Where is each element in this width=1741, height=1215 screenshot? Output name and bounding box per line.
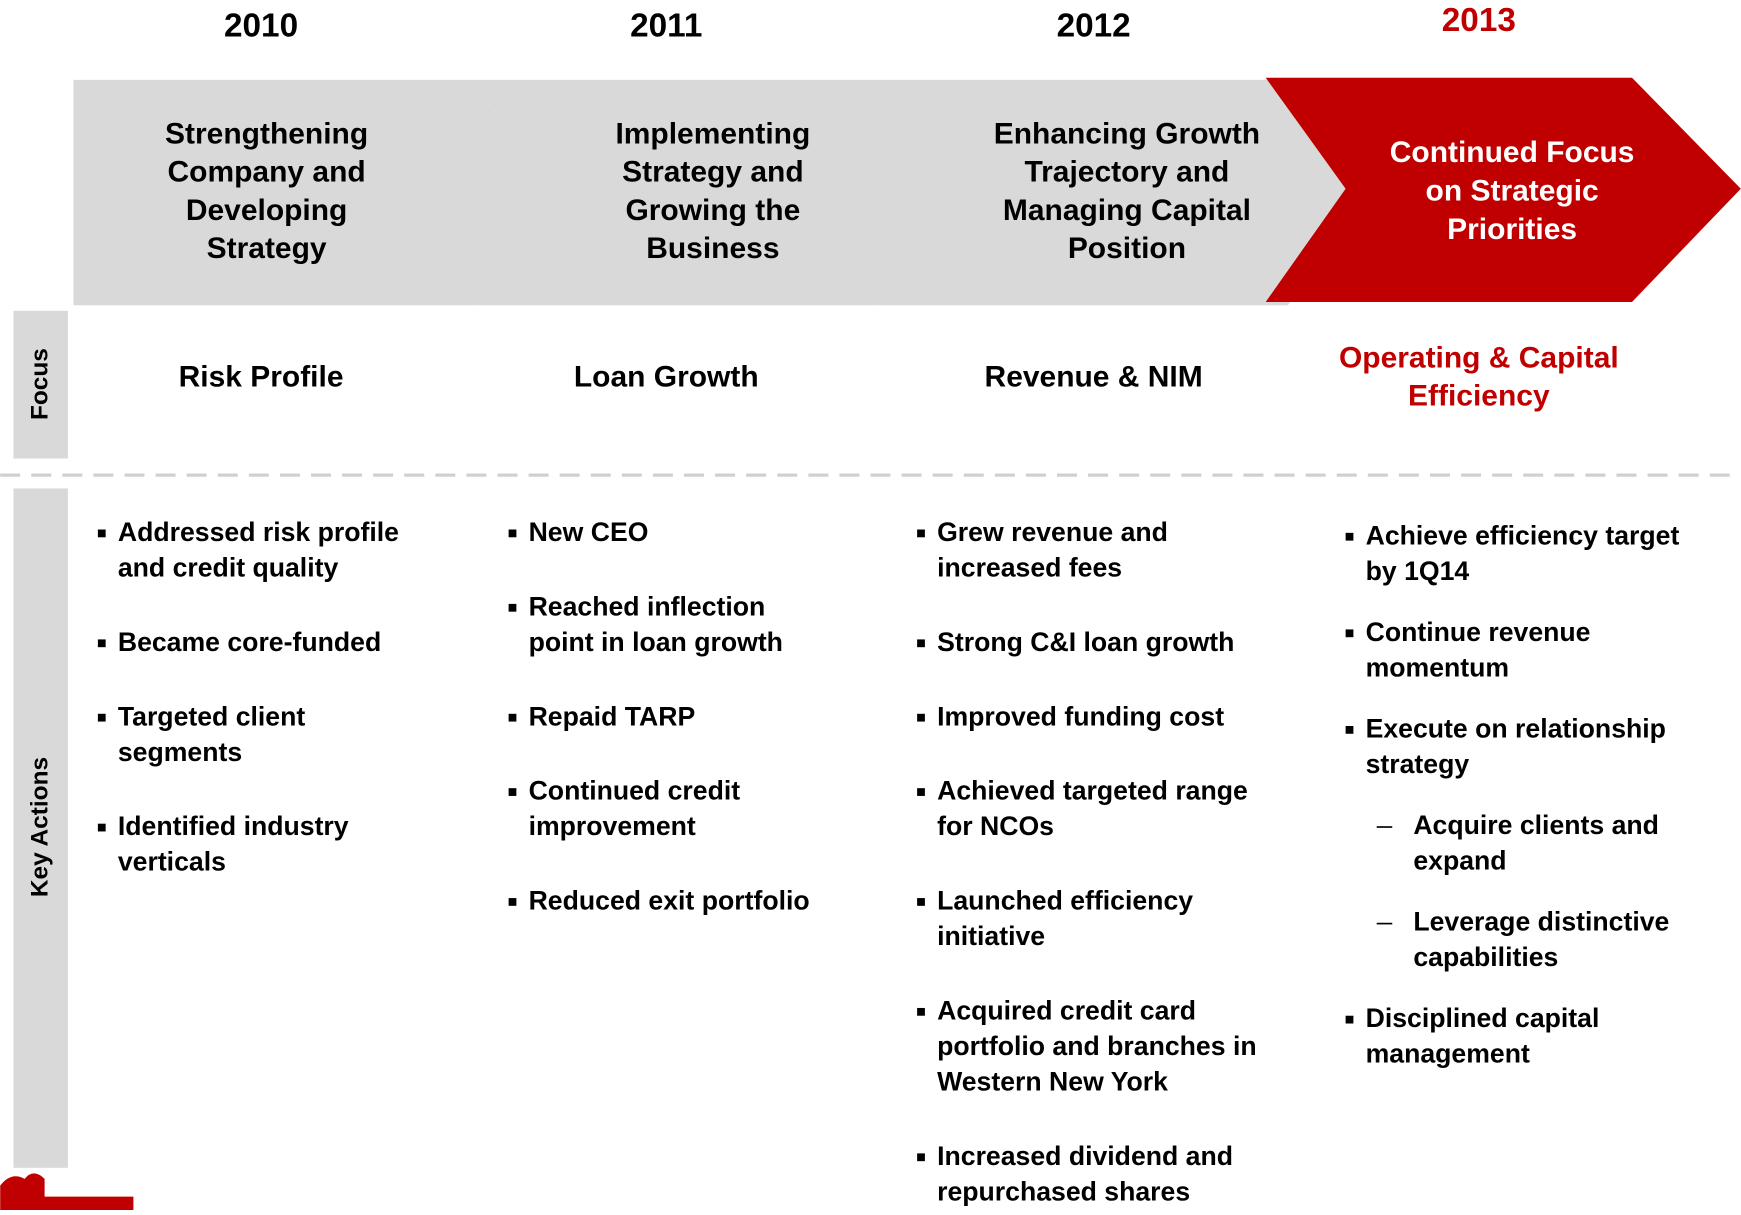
focus-text: Loan Growth xyxy=(574,360,759,393)
bullet xyxy=(508,898,517,906)
chevron-title: Managing Capital xyxy=(1003,194,1251,227)
focus-text: Revenue & NIM xyxy=(985,360,1203,393)
actions-band xyxy=(13,488,68,1168)
bullet xyxy=(1345,532,1354,541)
chevron-title: Position xyxy=(1068,232,1186,265)
action-text: repurchased shares xyxy=(937,1176,1190,1206)
chevron-title: Strategy and xyxy=(622,156,804,189)
action-text: Identified industry xyxy=(118,811,349,841)
bullet xyxy=(917,1153,925,1162)
focus-text: Risk Profile xyxy=(179,360,344,393)
action-text: portfolio and branches in xyxy=(937,1031,1257,1061)
chevron xyxy=(73,79,552,306)
bullet xyxy=(917,639,925,648)
chevron-title: on Strategic xyxy=(1426,175,1599,208)
bullet xyxy=(1345,629,1354,638)
chevron xyxy=(877,79,1368,306)
focus-label: Focus xyxy=(27,348,54,420)
bullet xyxy=(508,529,517,538)
action-text: Repaid TARP xyxy=(529,701,696,731)
action-text: Continue revenue xyxy=(1366,617,1591,647)
focus-text: Operating & Capital xyxy=(1339,342,1619,375)
chevron-title: Priorities xyxy=(1447,213,1577,246)
chevron-title: Strategy xyxy=(207,232,327,265)
action-text: Targeted client xyxy=(118,701,306,731)
action-text: point in loan growth xyxy=(529,627,783,657)
focus-band xyxy=(13,310,68,459)
action-text: initiative xyxy=(937,921,1045,951)
year: 2011 xyxy=(630,8,702,45)
bullet xyxy=(917,713,925,722)
bullet xyxy=(97,639,106,648)
action-text: Acquire clients and xyxy=(1413,810,1659,840)
action-text: expand xyxy=(1413,846,1506,876)
action-text: strategy xyxy=(1366,749,1470,779)
action-text: Leverage distinctive xyxy=(1413,907,1669,937)
action-text: segments xyxy=(118,737,242,767)
chevron-title: Strengthening xyxy=(165,117,368,150)
action-text: by 1Q14 xyxy=(1366,556,1470,586)
action-text: management xyxy=(1366,1039,1530,1069)
action-text: Became core-funded xyxy=(118,627,381,657)
actions-label: Key Actions xyxy=(27,757,54,897)
bullet xyxy=(508,713,517,722)
chevron-title: Continued Focus xyxy=(1390,136,1635,169)
action-text: Grew revenue and xyxy=(937,517,1168,547)
action-text: Continued credit xyxy=(529,776,741,806)
chevron xyxy=(1265,77,1741,302)
year: 2012 xyxy=(1057,8,1131,45)
bullet xyxy=(917,898,925,906)
bullet xyxy=(97,713,106,722)
chevron-title: Business xyxy=(646,232,779,265)
action-text: Launched efficiency xyxy=(937,886,1193,916)
action-text: New CEO xyxy=(529,517,649,547)
action-text: Western New York xyxy=(937,1066,1168,1096)
bullet xyxy=(1345,1015,1354,1024)
chevron xyxy=(471,79,958,306)
action-text: momentum xyxy=(1366,652,1509,682)
action-text: Acquired credit card xyxy=(937,995,1196,1025)
bullet xyxy=(1345,726,1354,734)
bullet xyxy=(508,603,517,612)
action-text: Execute on relationship xyxy=(1366,713,1666,743)
bullet xyxy=(917,788,925,796)
action-text: Reached inflection xyxy=(529,591,766,621)
chevron-title: Developing xyxy=(186,194,348,227)
action-text: Addressed risk profile xyxy=(118,517,399,547)
chevron-title: Implementing xyxy=(615,117,810,150)
bullet xyxy=(917,1007,925,1016)
action-text: Increased dividend and xyxy=(937,1141,1233,1171)
chevron-title: Growing the xyxy=(625,194,800,227)
bullet xyxy=(508,788,517,796)
logo xyxy=(0,1173,134,1210)
action-text: Strong C&I loan growth xyxy=(937,627,1234,657)
bullet xyxy=(97,823,106,832)
action-text: increased fees xyxy=(937,553,1122,583)
action-text: and credit quality xyxy=(118,553,339,583)
action-text: Achieved targeted range xyxy=(937,776,1248,806)
action-text: capabilities xyxy=(1413,942,1558,972)
action-text: improvement xyxy=(529,811,696,841)
bullet xyxy=(917,529,925,538)
action-text: verticals xyxy=(118,847,226,877)
year: 2010 xyxy=(224,8,298,45)
chevron-title: Company and xyxy=(168,156,366,189)
bullet xyxy=(97,529,106,538)
action-text: Disciplined capital xyxy=(1366,1003,1600,1033)
action-text: Reduced exit portfolio xyxy=(529,886,810,916)
action-text: Improved funding cost xyxy=(937,701,1224,731)
action-text: for NCOs xyxy=(937,811,1054,841)
focus-text: Efficiency xyxy=(1408,379,1550,412)
action-text: Achieve efficiency target xyxy=(1366,520,1680,550)
chevron-title: Enhancing Growth xyxy=(994,117,1260,150)
chevron-title: Trajectory and xyxy=(1024,156,1229,189)
year: 2013 xyxy=(1442,2,1516,39)
